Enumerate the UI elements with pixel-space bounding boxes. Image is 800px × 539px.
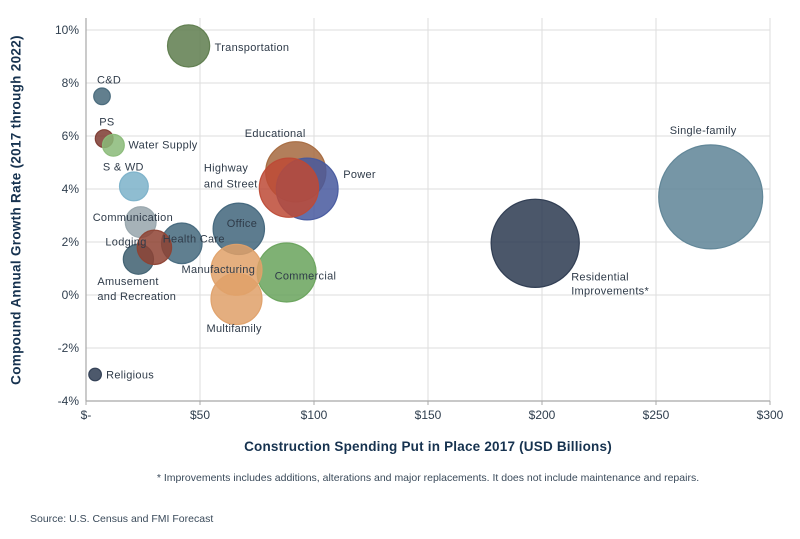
bubble-label-religious: Religious xyxy=(106,370,154,382)
bubble-label-communication: Communication xyxy=(93,212,173,224)
y-axis-title: Compound Annual Growth Rate (2017 throug… xyxy=(8,35,24,385)
source-note: Source: U.S. Census and FMI Forecast xyxy=(30,513,214,525)
bubble-highway-and-street xyxy=(258,157,320,218)
x-tick-label-0: $- xyxy=(81,408,92,422)
x-tick-label-100: $100 xyxy=(301,408,328,422)
bubble-transportation xyxy=(166,24,211,68)
y-tick-label-8%: 8% xyxy=(62,76,80,90)
bubble-s-wd xyxy=(118,171,149,202)
y-tick-label-0%: 0% xyxy=(62,288,80,302)
bubble-single-family xyxy=(658,144,764,250)
bubble-label-residential-improvements-line2: Improvements* xyxy=(571,285,649,297)
bubble-label-water-supply: Water Supply xyxy=(128,139,197,151)
x-tick-label-250: $250 xyxy=(643,408,670,422)
y-tick-label-2%: 2% xyxy=(62,235,80,249)
bubble-label-power: Power xyxy=(343,169,376,181)
bubble-label-health-care: Health Care xyxy=(163,233,225,245)
bubble-water-supply xyxy=(101,133,125,157)
bubble-lodging xyxy=(136,229,173,266)
bubble-label-single-family: Single-family xyxy=(670,125,737,137)
bubble-label-transportation: Transportation xyxy=(215,42,290,54)
bubble-label-office: Office xyxy=(227,218,257,230)
bubble-label-amusement-and-recreation-line2: and Recreation xyxy=(97,291,176,303)
y-tick-label--4%: -4% xyxy=(58,394,80,408)
x-tick-label-200: $200 xyxy=(529,408,556,422)
bubble-religious xyxy=(88,367,102,382)
x-tick-label-150: $150 xyxy=(415,408,442,422)
y-tick-label-10%: 10% xyxy=(55,23,79,37)
x-tick-label-50: $50 xyxy=(190,408,210,422)
bubble-label-multifamily: Multifamily xyxy=(207,323,262,335)
footnote: * Improvements includes additions, alter… xyxy=(156,472,700,484)
bubble-label-highway-and-street: Highway xyxy=(204,163,248,175)
x-tick-label-300: $300 xyxy=(757,408,784,422)
bubble-manufacturing xyxy=(210,243,263,296)
bubble-residential-improvements xyxy=(490,198,580,289)
x-axis-title: Construction Spending Put in Place 2017 … xyxy=(244,439,612,454)
bubble-label-lodging: Lodging xyxy=(105,236,146,248)
y-tick-label--2%: -2% xyxy=(58,341,80,355)
bubble-label-c-d: C&D xyxy=(97,74,121,86)
bubble-label-ps: PS xyxy=(99,117,114,129)
bubble-c-d xyxy=(93,87,111,106)
bubble-label-educational: Educational xyxy=(245,128,306,140)
bubble-label-amusement-and-recreation: Amusement xyxy=(97,276,158,288)
bubble-label-highway-and-street-line2: and Street xyxy=(204,179,258,191)
y-tick-label-6%: 6% xyxy=(62,129,80,143)
bubble-label-residential-improvements: Residential xyxy=(571,271,629,283)
bubble-label-s-wd: S & WD xyxy=(103,161,144,173)
bubble-label-commercial: Commercial xyxy=(275,271,337,283)
bubble-label-manufacturing: Manufacturing xyxy=(182,264,256,276)
y-tick-label-4%: 4% xyxy=(62,182,80,196)
